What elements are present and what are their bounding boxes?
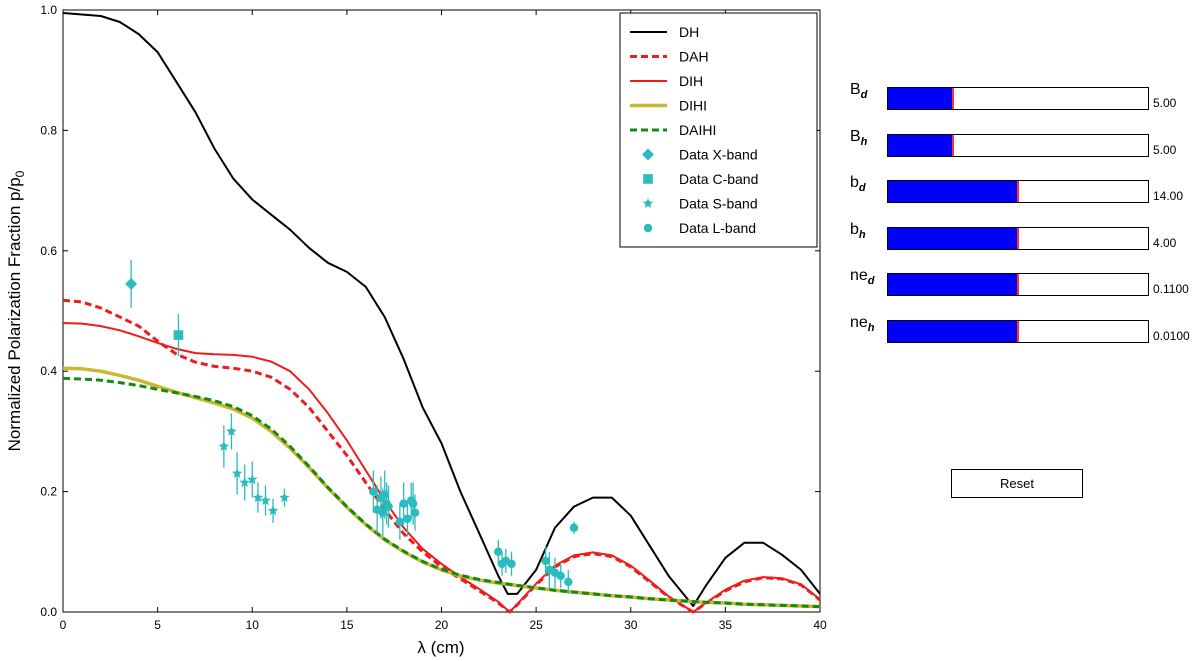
slider-label-Bh: Bh — [850, 128, 888, 148]
slider-neh[interactable] — [887, 319, 1149, 343]
data-s-band-point — [279, 492, 290, 503]
slider-value-Bd: 5.00 — [1153, 96, 1177, 110]
slider-value-neh: 0.0100 — [1153, 328, 1190, 343]
y-tick-label: 0.6 — [40, 244, 57, 258]
slider-label-base: B — [850, 127, 861, 145]
dih-line — [62, 322, 821, 613]
data-l-band-point — [410, 508, 420, 517]
slider-Bh[interactable] — [887, 133, 1149, 157]
legend-label-dah: DAH — [679, 49, 709, 65]
slider-bd[interactable] — [887, 180, 1149, 203]
data-s-band-point — [226, 425, 237, 436]
data-x-band-point — [125, 277, 138, 290]
data-l-band-point — [556, 571, 565, 581]
legend-label-data-x-band: Data X-band — [679, 147, 758, 163]
slider-value-bd: 14.00 — [1153, 189, 1184, 203]
y-tick-label: 0.0 — [40, 605, 57, 619]
slider-label-subscript: d — [858, 182, 866, 195]
slider-bh[interactable] — [887, 226, 1149, 250]
data-l-band-point — [403, 514, 412, 523]
y-tick-label: 0.2 — [40, 485, 57, 499]
data-l-band-point — [384, 502, 393, 511]
data-s-band-point — [267, 505, 279, 516]
legend: DH DAH DIH DIHI DAIHI Data X-band Data C-band D… — [619, 12, 818, 248]
data-l-band-point — [569, 523, 579, 532]
daihi-line — [62, 376, 821, 609]
slider-label-bd: bd — [850, 174, 888, 194]
slider-fill-Bh[interactable] — [888, 134, 954, 156]
slider-fill-bh[interactable] — [888, 227, 1019, 249]
slider-label-base: b — [850, 174, 859, 191]
slider-label-base: ne — [850, 267, 868, 284]
data-l-band-point — [399, 499, 408, 508]
data-l-band-point — [507, 559, 516, 569]
data-l-band-point — [541, 556, 550, 566]
reset-button[interactable]: Reset — [951, 469, 1083, 498]
x-tick-label: 0 — [60, 618, 67, 632]
x-tick-label: 35 — [719, 618, 733, 632]
legend-box — [619, 12, 818, 248]
slider-Bd[interactable] — [887, 87, 1149, 110]
data-s-band-point — [252, 492, 264, 503]
slider-label-subscript: h — [858, 228, 866, 241]
legend-label-dihi: DIHI — [679, 98, 707, 114]
slider-fill-bd[interactable] — [888, 181, 1019, 202]
data-s-band-point — [218, 440, 230, 451]
slider-label-Bd: Bd — [850, 81, 888, 101]
slider-label-subscript: h — [867, 321, 875, 334]
slider-value-ned: 0.1100 — [1153, 282, 1189, 296]
dh-line — [62, 12, 821, 607]
legend-label-dh: DH — [679, 24, 699, 40]
data-l-band-point — [408, 499, 418, 508]
legend-marker-data-s-band — [642, 198, 654, 208]
data-s-band-point — [247, 474, 258, 484]
data-l-band-point — [369, 487, 378, 496]
data-c-band-point — [173, 330, 184, 340]
data-l-band-point — [395, 517, 405, 526]
x-tick-label: 30 — [624, 618, 638, 632]
slider-ned[interactable] — [887, 273, 1149, 296]
polarization-chart: 0 5 10 15 20 25 30 35 40 0.0 0.2 0.4 0.6 0.8 1.0 λ (cm… — [5, 3, 827, 657]
legend-label-dih: DIH — [679, 73, 703, 89]
slider-label-subscript: h — [860, 135, 868, 148]
legend-label-data-s-band: Data S-band — [679, 196, 758, 212]
x-tick-label: 15 — [340, 618, 354, 632]
legend-marker-data-c-band — [643, 174, 653, 184]
y-tick-label: 0.8 — [40, 123, 57, 137]
legend-label-data-c-band: Data C-band — [679, 171, 758, 187]
slider-label-subscript: d — [860, 89, 868, 102]
slider-value-Bh: 5.00 — [1153, 142, 1177, 157]
y-tick-label: 1.0 — [40, 3, 57, 17]
slider-label-base: b — [850, 220, 859, 238]
legend-marker-data-x-band — [642, 148, 654, 161]
data-l-band-point — [380, 490, 389, 499]
x-tick-label: 40 — [813, 618, 827, 632]
legend-marker-data-l-band — [643, 223, 653, 233]
data-s-band-point — [260, 495, 271, 506]
x-tick-label: 25 — [529, 618, 543, 632]
data-s-band-point — [231, 468, 243, 478]
data-l-band-point — [564, 577, 573, 587]
legend-label-daihi: DAIHI — [679, 122, 716, 138]
y-axis-label: Normalized Polarization Fraction p/p0 — [5, 170, 27, 451]
legend-label-data-l-band: Data L-band — [679, 220, 756, 236]
x-tick-label: 5 — [154, 618, 161, 632]
slider-fill-neh[interactable] — [888, 320, 1019, 342]
slider-label-base: B — [850, 81, 861, 98]
slider-label-base: ne — [850, 313, 868, 331]
dah-line — [62, 298, 821, 614]
slider-label-subscript: d — [867, 275, 875, 288]
data-l-band-point — [494, 547, 503, 557]
slider-label-ned: ned — [850, 267, 888, 287]
x-axis-label: λ (cm) — [417, 638, 464, 657]
x-tick-label: 20 — [435, 618, 449, 632]
slider-fill-Bd[interactable] — [888, 88, 954, 109]
slider-label-bh: bh — [850, 221, 888, 241]
y-tick-label: 0.4 — [40, 364, 57, 378]
data-s-band-point — [239, 477, 250, 487]
slider-value-bh: 4.00 — [1153, 235, 1177, 250]
slider-label-neh: neh — [850, 314, 888, 334]
slider-fill-ned[interactable] — [888, 274, 1019, 295]
x-tick-label: 10 — [246, 618, 260, 632]
